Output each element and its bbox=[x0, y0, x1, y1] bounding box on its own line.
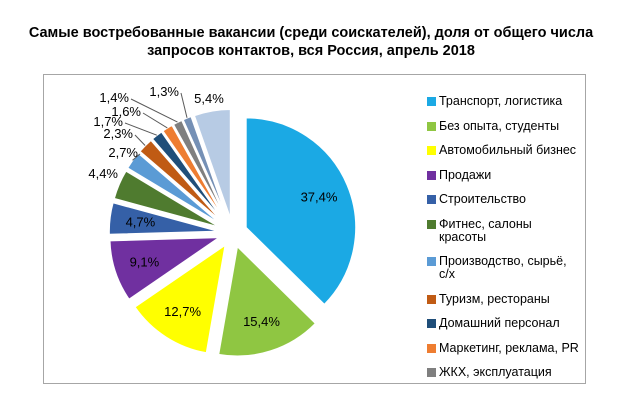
data-label: 15,4% bbox=[243, 314, 280, 329]
legend-item: Производство, сырьё, с/х bbox=[427, 255, 579, 281]
legend-swatch bbox=[427, 219, 436, 229]
legend-item: Строительство bbox=[427, 193, 579, 206]
legend-item-label: Автомобильный бизнес bbox=[439, 143, 577, 157]
legend-item-label: Без опыта, студенты bbox=[439, 118, 560, 133]
label-leader-line bbox=[134, 134, 146, 146]
label-leader-line bbox=[132, 153, 141, 161]
legend-item: Без опыта, студенты bbox=[427, 118, 579, 133]
legend-item: Туризм, рестораны bbox=[427, 291, 579, 306]
data-label: 1,6% bbox=[111, 104, 141, 119]
pie-slice bbox=[193, 108, 232, 220]
data-label: 4,4% bbox=[88, 166, 118, 181]
data-label: 1,7% bbox=[93, 114, 123, 129]
legend-swatch bbox=[427, 97, 436, 106]
legend-item-label: Туризм, рестораны bbox=[439, 291, 550, 306]
data-label: 5,4% bbox=[194, 91, 224, 106]
pie-slice bbox=[133, 243, 227, 355]
legend-swatch bbox=[427, 195, 436, 204]
legend-item-label: Продажи bbox=[439, 167, 492, 182]
pie-slice bbox=[181, 115, 229, 221]
legend-swatch bbox=[427, 146, 436, 155]
pie-slice bbox=[108, 236, 223, 301]
label-leader-line bbox=[130, 98, 178, 123]
pie-slice bbox=[108, 201, 220, 236]
data-label: 9,1% bbox=[130, 254, 160, 269]
legend-item-label: Маркетинг, реклама, PR bbox=[439, 340, 579, 355]
pie-slice bbox=[217, 244, 317, 358]
pie-chart: 37,4%15,4%12,7%9,1%4,7%4,4%2,7%2,3%1,7%1… bbox=[88, 84, 357, 358]
legend-item: Фитнес, салоны красоты bbox=[427, 216, 579, 244]
legend: Транспорт, логистика Без опыта, студенты А… bbox=[427, 95, 579, 379]
label-leader-line bbox=[142, 112, 168, 129]
legend-swatch bbox=[427, 257, 436, 266]
legend-swatch bbox=[427, 368, 436, 377]
legend-swatch bbox=[427, 121, 436, 131]
legend-item-label: ЖКХ, эксплуатация bbox=[439, 365, 552, 379]
legend-item-label: Домашний персонал bbox=[439, 316, 560, 330]
data-label: 4,7% bbox=[126, 215, 156, 230]
legend-item: Продажи bbox=[427, 167, 579, 182]
data-label: 1,3% bbox=[149, 84, 179, 99]
legend-swatch bbox=[427, 294, 436, 304]
pie-slice bbox=[138, 138, 224, 224]
plot-area: 37,4% 15,4% 12,7% 9,1% 4,7% 4,4% 2,7% 2,3% 1,7% 1… bbox=[43, 74, 586, 384]
chart-title: Самые востребованные вакансии (среди сои… bbox=[28, 25, 594, 60]
data-label: 2,3% bbox=[103, 126, 133, 141]
legend-swatch bbox=[427, 319, 436, 328]
legend-item-label: Строительство bbox=[439, 192, 526, 206]
data-label: 37,4% bbox=[301, 190, 338, 205]
legend-item-label: Производство, сырьё, с/х bbox=[439, 254, 567, 281]
pie-slice bbox=[245, 116, 357, 306]
pie-slice bbox=[113, 169, 221, 229]
legend-item-label: Транспорт, логистика bbox=[439, 94, 563, 108]
legend-item: Домашний персонал bbox=[427, 317, 579, 330]
legend-item: Автомобильный бизнес bbox=[427, 144, 579, 157]
label-leader-line bbox=[180, 92, 188, 118]
data-label: 2,7% bbox=[108, 145, 138, 160]
label-leader-line bbox=[124, 122, 157, 136]
legend-item: Маркетинг, реклама, PR bbox=[427, 340, 579, 355]
legend-swatch bbox=[427, 343, 436, 353]
data-label: 12,7% bbox=[164, 304, 201, 319]
legend-item: Транспорт, логистика bbox=[427, 95, 579, 108]
data-label: 1,4% bbox=[99, 90, 129, 105]
legend-swatch bbox=[427, 170, 436, 180]
legend-item-label: Фитнес, салоны красоты bbox=[439, 216, 532, 244]
legend-item: ЖКХ, эксплуатация bbox=[427, 366, 579, 379]
